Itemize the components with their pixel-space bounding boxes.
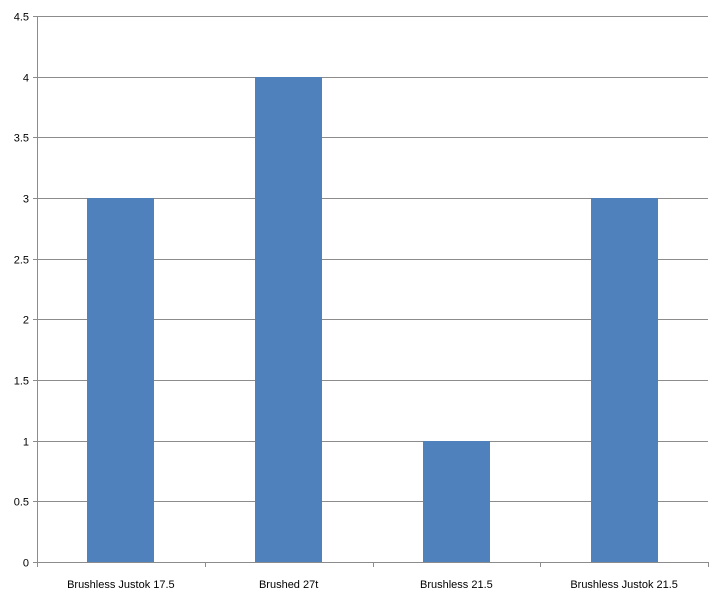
x-tick-label: Brushless Justok 17.5 [67, 579, 175, 591]
bar-4 [591, 198, 658, 562]
y-tick-label: 2.5 [14, 255, 29, 267]
y-tick-label: 3 [23, 194, 29, 206]
y-tick-label: 3.5 [14, 133, 29, 145]
bar-1 [87, 198, 154, 562]
y-tick-label: 1.5 [14, 376, 29, 388]
y-tick-label: 4.5 [14, 12, 29, 24]
bars [87, 77, 658, 562]
bar-2 [255, 77, 322, 562]
y-tick-label: 2 [23, 315, 29, 327]
y-tick-label: 0.5 [14, 497, 29, 509]
y-tick-labels: 0 0.5 1 1.5 2 2.5 3 3.5 4 4.5 [14, 12, 29, 570]
x-tick-label: Brushless Justok 21.5 [570, 579, 678, 591]
axes [33, 16, 709, 567]
x-tick-label: Brushless 21.5 [420, 579, 493, 591]
y-tick-label: 4 [23, 73, 29, 85]
bar-3 [423, 441, 490, 562]
y-tick-label: 0 [23, 558, 29, 570]
y-tick-label: 1 [23, 437, 29, 449]
x-tick-labels: Brushless Justok 17.5 Brushed 27t Brushles… [67, 579, 678, 591]
x-tick-label: Brushed 27t [259, 579, 318, 591]
